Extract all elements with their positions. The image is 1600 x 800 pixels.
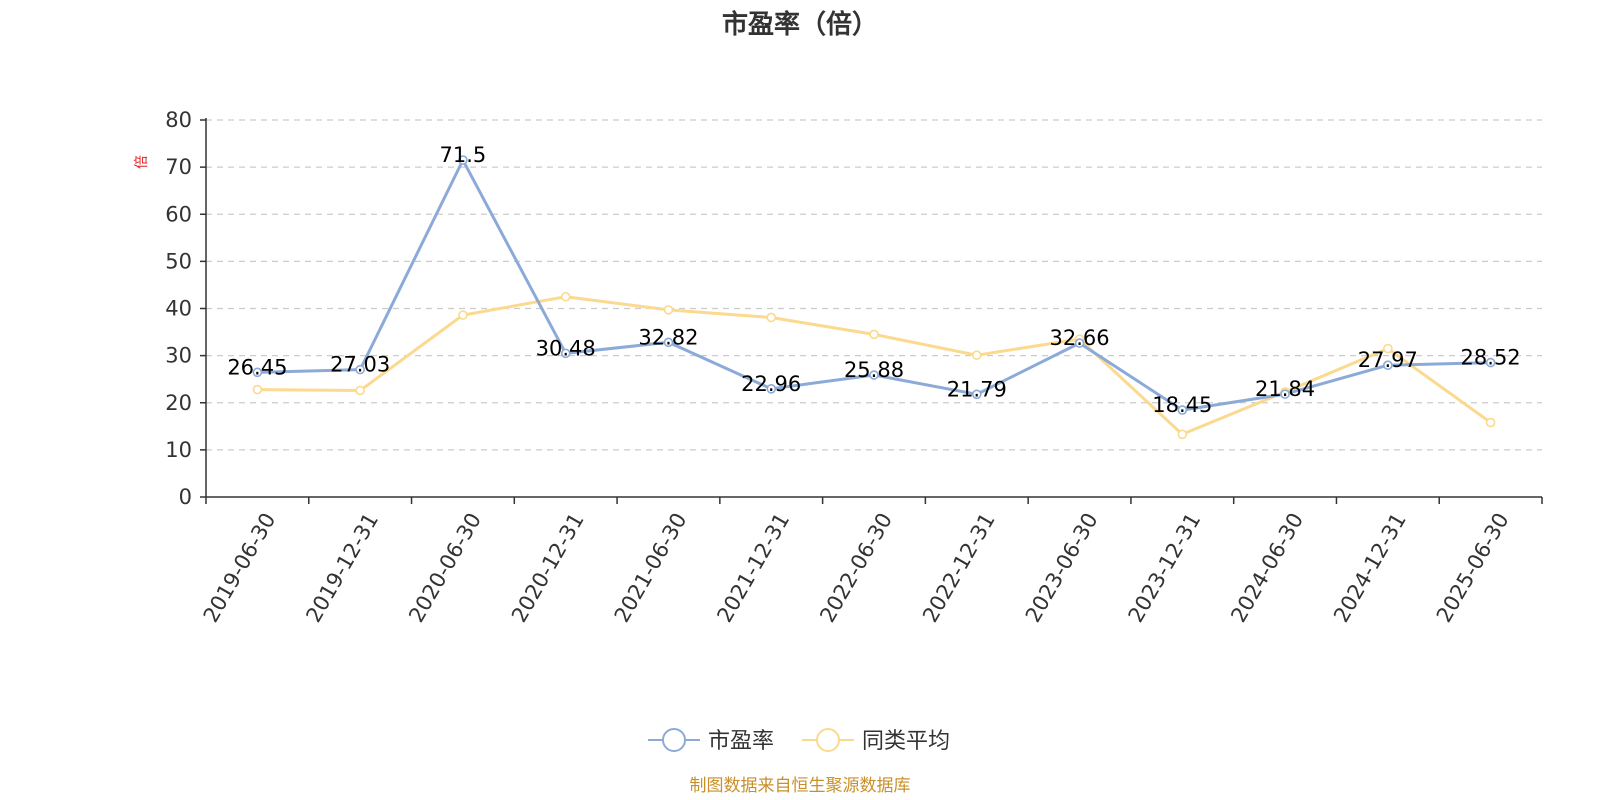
data-point [766, 384, 777, 394]
data-point [252, 384, 263, 395]
data-point [971, 389, 982, 400]
series-points [252, 155, 1496, 440]
data-label: 32.82 [638, 325, 698, 349]
y-tick-label: 30 [165, 344, 192, 368]
x-tick-label: 2025-06-30 [1432, 509, 1514, 627]
data-point [663, 305, 674, 315]
data-point [1485, 357, 1496, 368]
data-label: 32.66 [1049, 326, 1109, 350]
data-point [1383, 360, 1393, 370]
x-tick-label: 2020-06-30 [404, 509, 486, 627]
legend-marker-icon [662, 728, 686, 752]
x-tick-label: 2024-12-31 [1329, 509, 1411, 627]
x-tick-label: 2019-12-31 [301, 509, 383, 627]
data-point [971, 350, 982, 360]
y-tick-label: 60 [165, 202, 192, 226]
data-label: 30.48 [536, 336, 596, 360]
x-tick-label: 2020-12-31 [507, 509, 589, 627]
legend-marker-icon [816, 728, 840, 752]
data-label: 21.84 [1255, 377, 1315, 401]
y-tick-label: 70 [165, 155, 192, 179]
x-tick-label: 2023-12-31 [1124, 509, 1206, 627]
data-point [355, 364, 365, 375]
data-point [458, 155, 468, 165]
data-point [1383, 343, 1393, 354]
legend-item[interactable]: 市盈率 [648, 728, 774, 754]
x-tick-label: 2021-06-30 [610, 509, 692, 627]
data-point [869, 370, 879, 380]
data-label: 26.45 [227, 355, 287, 379]
y-tick-label: 80 [165, 108, 192, 132]
data-labels: 26.45 27.03 71.5 30.48 32.82 22.96 25.88 21.79 3… [227, 143, 1520, 417]
x-tick-label: 2024-06-30 [1226, 509, 1308, 627]
data-point [1177, 429, 1188, 440]
data-point [1074, 338, 1085, 348]
x-axis: 2019-06-30 2019-12-31 2020-06-30 2020-12-31… [199, 496, 1543, 627]
data-label: 27.03 [330, 353, 390, 377]
data-point [1177, 405, 1188, 415]
data-label: 71.5 [440, 143, 487, 167]
data-label: 25.88 [844, 358, 904, 382]
y-tick-label: 10 [165, 438, 192, 462]
data-point [663, 337, 674, 348]
data-label: 22.96 [741, 372, 801, 396]
legend-item[interactable]: 同类平均 [802, 728, 950, 754]
grid-lines [206, 119, 1542, 451]
data-point [355, 385, 365, 396]
y-tick-label: 0 [179, 485, 192, 509]
data-point [458, 310, 468, 320]
legend: 市盈率 同类平均 [648, 728, 950, 754]
x-tick-label: 2023-06-30 [1021, 509, 1103, 627]
y-tick-label: 50 [165, 249, 192, 273]
data-point [1280, 389, 1290, 399]
data-label: 27.97 [1358, 348, 1418, 372]
y-tick-label: 20 [165, 391, 192, 415]
data-label: 18.45 [1152, 393, 1212, 417]
x-tick-label: 2021-12-31 [712, 509, 794, 627]
y-axis-unit: 倍 [134, 155, 150, 169]
data-source-note: 制图数据来自恒生聚源数据库 [690, 776, 911, 796]
data-point [560, 348, 571, 359]
data-label: 21.79 [947, 377, 1007, 401]
chart-title: 市盈率（倍） [722, 9, 878, 40]
x-tick-label: 2022-12-31 [918, 509, 1000, 627]
x-tick-label: 2019-06-30 [199, 509, 281, 627]
data-point [869, 329, 879, 340]
data-point [766, 312, 777, 323]
data-point [560, 291, 571, 302]
legend-label: 同类平均 [862, 729, 950, 754]
y-axis: 0 10 20 30 40 50 60 70 80 [165, 108, 207, 509]
x-tick-label: 2022-06-30 [815, 509, 897, 627]
data-point [252, 367, 263, 378]
data-point [1485, 417, 1496, 428]
y-tick-label: 40 [165, 297, 192, 321]
data-label: 28.52 [1461, 346, 1521, 370]
legend-label: 市盈率 [708, 729, 774, 754]
